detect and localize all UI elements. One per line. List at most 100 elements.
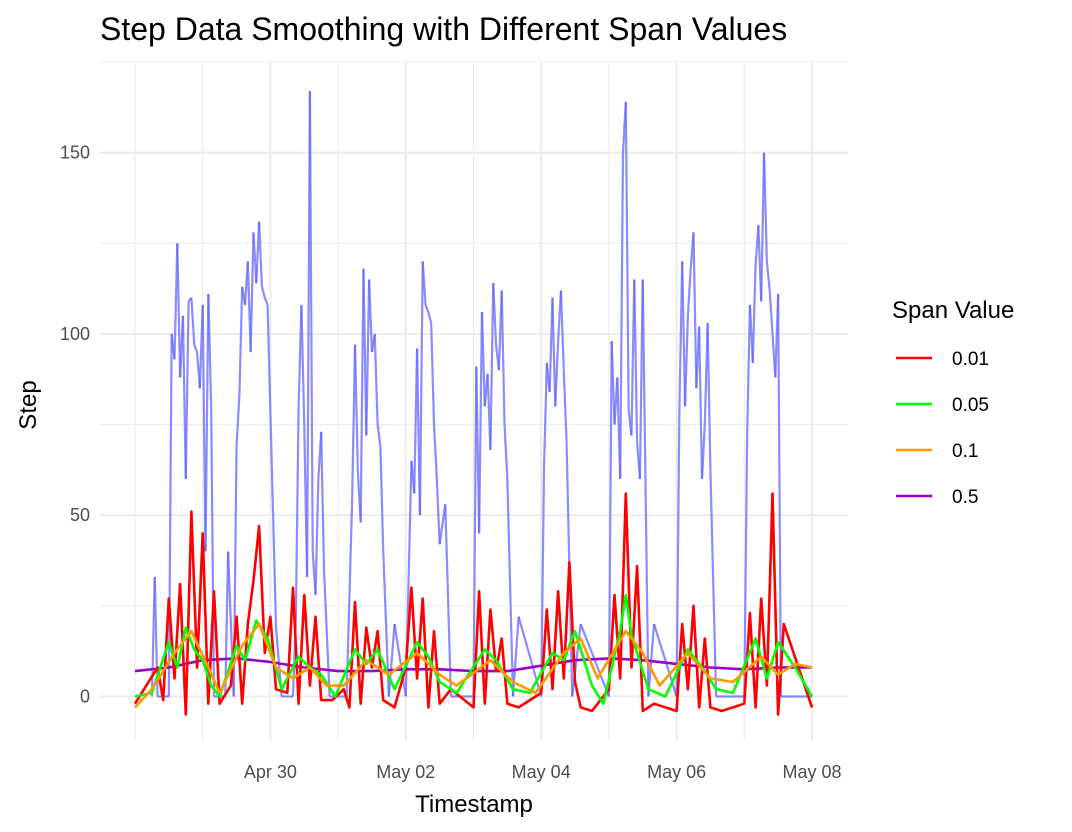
raw-step-segment [551, 297, 557, 407]
x-tick-label: May 02 [376, 762, 435, 782]
raw-step-segment [751, 265, 757, 363]
raw-step-segment [540, 468, 546, 697]
legend-label-0.01: 0.01 [952, 349, 989, 370]
raw-step-segment [554, 341, 560, 407]
raw-step-segment [294, 406, 300, 624]
raw-step-segment [675, 406, 681, 697]
raw-step-segment [373, 333, 379, 425]
raw-step-segment [438, 504, 447, 545]
legend-title: Span Value [892, 297, 1014, 324]
raw-step-segment [314, 478, 320, 596]
raw-step-segment [683, 315, 689, 407]
raw-step-segment [348, 497, 354, 599]
raw-step-segment [359, 268, 365, 523]
raw-step-segment [698, 326, 704, 479]
raw-step-segment [368, 279, 374, 353]
raw-step-segment [393, 623, 407, 697]
legend-label-0.1: 0.1 [952, 441, 978, 462]
raw-step-segment [777, 294, 783, 697]
raw-step-segment [300, 304, 306, 425]
raw-step-segment [624, 101, 630, 411]
raw-step-segment [765, 261, 771, 291]
raw-step-segment [692, 232, 698, 389]
raw-step-segment [768, 290, 774, 334]
raw-step-segment [421, 261, 427, 305]
raw-step-segment [610, 341, 616, 425]
raw-step-segment [746, 304, 752, 436]
raw-step-segment [633, 279, 639, 443]
raw-step-segment [249, 232, 255, 353]
smoothed-series [133, 492, 814, 716]
raw-step-segment [322, 569, 331, 697]
x-tick-label: May 08 [782, 762, 841, 782]
raw-step-segment [207, 294, 213, 407]
raw-step-segment [444, 504, 453, 697]
raw-step-segment [184, 301, 190, 479]
x-tick-label: May 06 [647, 762, 706, 782]
y-tick-label: 100 [60, 324, 90, 344]
raw-step-segment [258, 221, 264, 287]
raw-step-segment [308, 90, 314, 552]
raw-step-segment [641, 279, 650, 697]
raw-step-segment [376, 424, 382, 447]
raw-step-segment [760, 152, 766, 302]
raw-step-segment [320, 431, 326, 570]
raw-step-segment [260, 286, 266, 298]
raw-step-segment [430, 323, 436, 425]
raw-step-segment [542, 362, 548, 469]
series-line-0.05 [134, 593, 814, 705]
raw-step-segment [353, 344, 359, 472]
x-axis: Apr 30 May 02 May 04 May 06 May 08 [244, 762, 842, 782]
raw-step-segment [418, 261, 424, 516]
legend: Span Value 0.01 0.05 0.1 0.5 [892, 297, 1014, 508]
series-line-0.1 [134, 622, 813, 709]
raw-step-segment [238, 286, 244, 396]
raw-step-segment [706, 323, 712, 472]
raw-step-segment [176, 243, 182, 378]
raw-series [150, 90, 812, 698]
raw-step-segment [432, 424, 438, 480]
y-tick-label: 150 [60, 143, 90, 163]
raw-step-segment [387, 623, 396, 697]
raw-step-segment [424, 304, 430, 313]
series-line-0.01 [133, 492, 814, 716]
raw-step-segment [700, 424, 706, 480]
raw-step-segment [619, 152, 625, 479]
x-axis-title: Timestamp [415, 791, 533, 818]
raw-step-segment [210, 406, 216, 697]
y-axis: 0 50 100 150 [60, 143, 90, 707]
raw-step-segment [559, 290, 565, 371]
raw-step-segment [762, 152, 768, 262]
y-tick-label: 0 [80, 686, 90, 706]
raw-step-segment [686, 268, 692, 316]
raw-step-segment [480, 312, 486, 407]
y-tick-label: 50 [70, 505, 90, 525]
raw-step-segment [365, 279, 371, 436]
raw-step-segment [503, 424, 509, 480]
raw-step-segment [709, 471, 718, 697]
raw-step-segment [263, 297, 269, 306]
chart-title: Step Data Smoothing with Different Span … [100, 11, 787, 47]
raw-step-segment [607, 341, 613, 697]
x-tick-label: Apr 30 [244, 762, 297, 782]
raw-step-segment [681, 261, 687, 407]
raw-step-segment [500, 290, 506, 425]
raw-step-segment [478, 312, 484, 534]
raw-step-segment [472, 366, 478, 697]
raw-step-segment [427, 311, 433, 324]
raw-step-segment [204, 294, 210, 552]
legend-label-0.05: 0.05 [952, 395, 989, 416]
raw-step-segment [266, 304, 278, 628]
x-tick-label: May 04 [512, 762, 571, 782]
raw-step-segment [235, 395, 241, 447]
raw-step-segment [492, 283, 498, 345]
raw-step-segment [190, 297, 196, 345]
y-axis-title: Step [15, 380, 42, 429]
raw-step-segment [489, 283, 495, 450]
legend-label-0.5: 0.5 [952, 487, 978, 508]
raw-step-segment [193, 344, 199, 353]
raw-step-segment [379, 446, 385, 552]
raw-step-segment [743, 435, 749, 697]
raw-step-segment [652, 623, 678, 697]
